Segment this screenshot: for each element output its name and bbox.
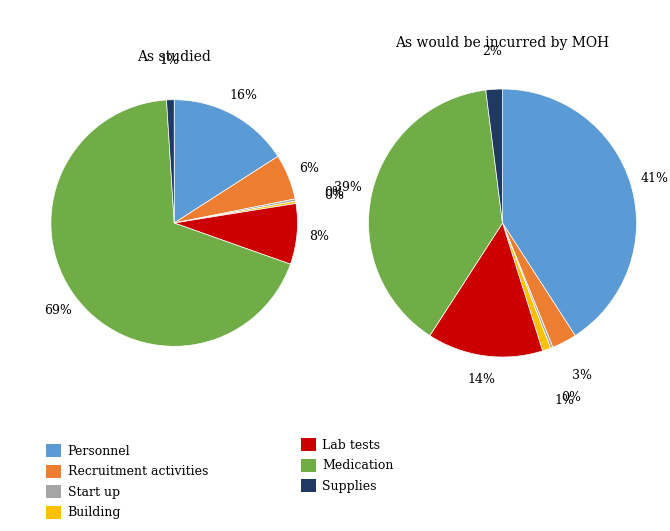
Text: 39%: 39% <box>334 182 362 194</box>
Legend: Lab tests, Medication, Supplies: Lab tests, Medication, Supplies <box>301 438 394 493</box>
Text: 0%: 0% <box>325 189 344 202</box>
Wedge shape <box>174 201 296 223</box>
Title: As would be incurred by MOH: As would be incurred by MOH <box>395 36 610 50</box>
Text: 14%: 14% <box>467 373 495 386</box>
Text: 16%: 16% <box>230 89 258 102</box>
Wedge shape <box>369 90 502 336</box>
Text: 41%: 41% <box>640 172 668 185</box>
Text: 8%: 8% <box>309 230 329 243</box>
Wedge shape <box>51 100 290 346</box>
Legend: Personnel, Recruitment activities, Start up, Building: Personnel, Recruitment activities, Start… <box>46 444 208 519</box>
Wedge shape <box>502 223 553 348</box>
Wedge shape <box>174 100 278 223</box>
Wedge shape <box>174 156 295 223</box>
Text: 69%: 69% <box>44 304 72 317</box>
Wedge shape <box>430 223 543 357</box>
Wedge shape <box>502 223 551 351</box>
Text: 1%: 1% <box>159 54 179 67</box>
Wedge shape <box>174 199 295 223</box>
Wedge shape <box>502 223 575 347</box>
Wedge shape <box>502 89 636 336</box>
Text: 1%: 1% <box>554 393 574 407</box>
Title: As studied: As studied <box>137 49 211 64</box>
Text: 2%: 2% <box>482 45 502 58</box>
Wedge shape <box>167 100 174 223</box>
Text: 0%: 0% <box>561 391 582 404</box>
Text: 3%: 3% <box>572 369 592 382</box>
Text: 6%: 6% <box>299 162 319 175</box>
Wedge shape <box>174 203 297 264</box>
Text: 0%: 0% <box>324 186 344 199</box>
Wedge shape <box>486 89 502 223</box>
